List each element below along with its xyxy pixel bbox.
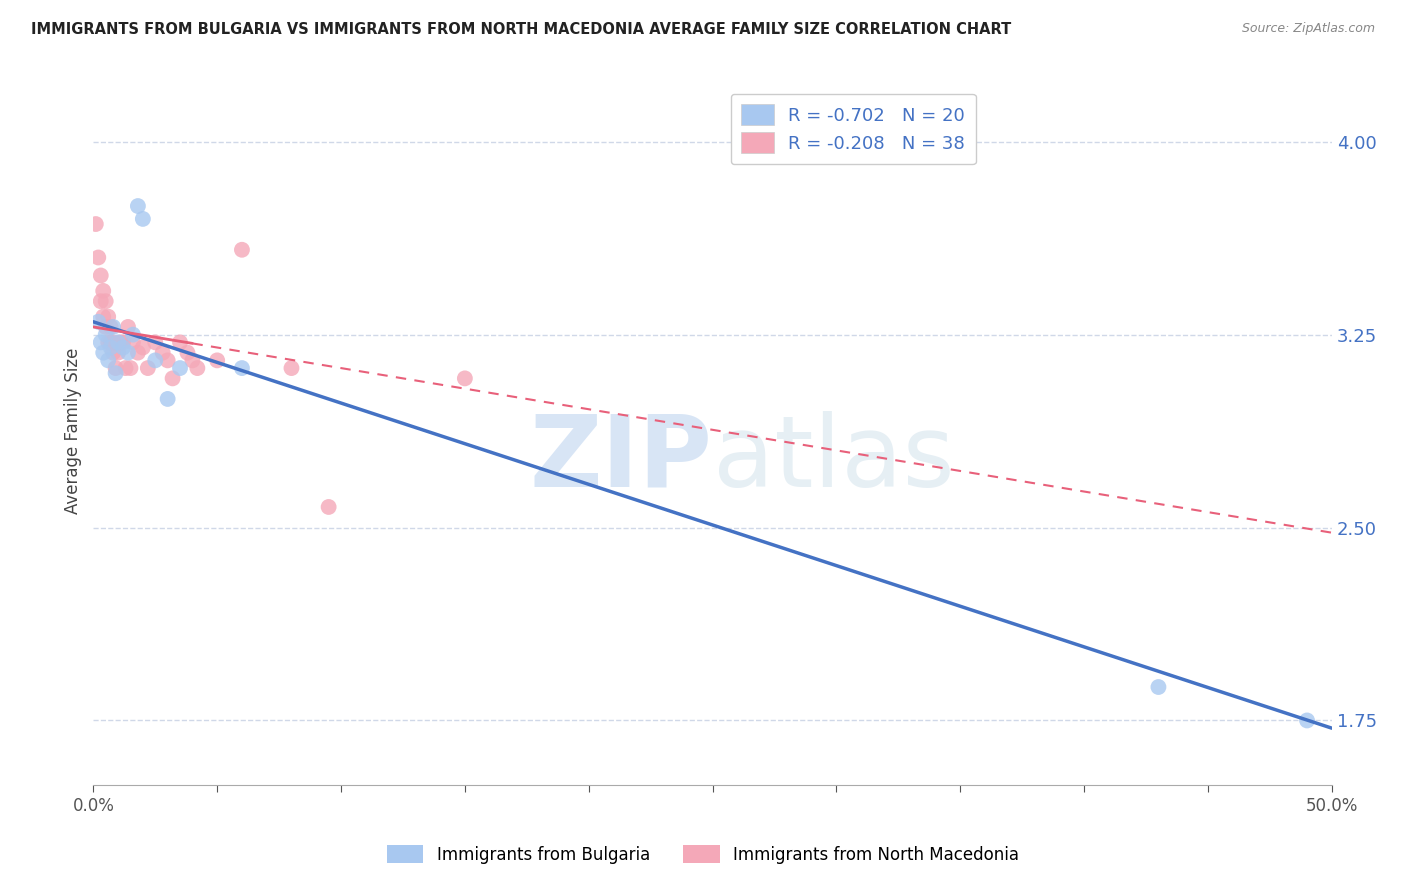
Text: IMMIGRANTS FROM BULGARIA VS IMMIGRANTS FROM NORTH MACEDONIA AVERAGE FAMILY SIZE : IMMIGRANTS FROM BULGARIA VS IMMIGRANTS F… (31, 22, 1011, 37)
Point (101, 320, 124, 334)
Point (97, 335, 120, 350)
Point (84, 217, 107, 231)
Point (122, 335, 145, 350)
Point (169, 361, 191, 376)
Point (127, 199, 149, 213)
Point (1296, 714, 1319, 728)
Point (186, 361, 208, 376)
Text: ZIP: ZIP (530, 411, 713, 508)
Point (318, 500, 340, 514)
Text: atlas: atlas (713, 411, 955, 508)
Point (117, 320, 139, 334)
Point (181, 353, 204, 368)
Point (100, 335, 122, 350)
Point (107, 345, 129, 359)
Point (152, 345, 174, 359)
Point (143, 353, 166, 368)
Point (176, 345, 198, 359)
Point (104, 366, 127, 380)
Point (97, 310, 120, 324)
Point (101, 335, 124, 350)
Point (231, 243, 253, 257)
Point (156, 392, 179, 406)
Point (169, 335, 191, 350)
Point (104, 361, 127, 376)
Point (94, 320, 117, 334)
Point (112, 341, 135, 355)
Point (94, 327, 117, 342)
Point (143, 335, 166, 350)
Legend: Immigrants from Bulgaria, Immigrants from North Macedonia: Immigrants from Bulgaria, Immigrants fro… (380, 838, 1026, 871)
Point (90, 294, 112, 309)
Point (91, 284, 114, 298)
Point (107, 335, 129, 350)
Point (136, 361, 159, 376)
Point (91, 310, 114, 324)
Point (94, 294, 117, 309)
Point (454, 371, 477, 385)
Point (231, 361, 253, 376)
Point (162, 371, 184, 385)
Y-axis label: Average Family Size: Average Family Size (65, 348, 82, 515)
Point (100, 341, 122, 355)
Legend: R = -0.702   N = 20, R = -0.208   N = 38: R = -0.702 N = 20, R = -0.208 N = 38 (731, 94, 976, 164)
Point (90, 335, 112, 350)
Point (90, 268, 112, 283)
Point (114, 361, 136, 376)
Point (122, 327, 145, 342)
Point (112, 335, 135, 350)
Point (280, 361, 302, 376)
Point (127, 345, 149, 359)
Point (100, 320, 122, 334)
Point (132, 211, 155, 226)
Point (205, 353, 228, 368)
Point (1147, 680, 1170, 694)
Point (101, 345, 124, 359)
Point (97, 353, 120, 368)
Point (120, 361, 142, 376)
Point (87, 251, 110, 265)
Point (132, 341, 155, 355)
Point (117, 345, 139, 359)
Point (87, 315, 110, 329)
Point (91, 345, 114, 359)
Point (110, 335, 132, 350)
Text: Source: ZipAtlas.com: Source: ZipAtlas.com (1241, 22, 1375, 36)
Point (156, 353, 179, 368)
